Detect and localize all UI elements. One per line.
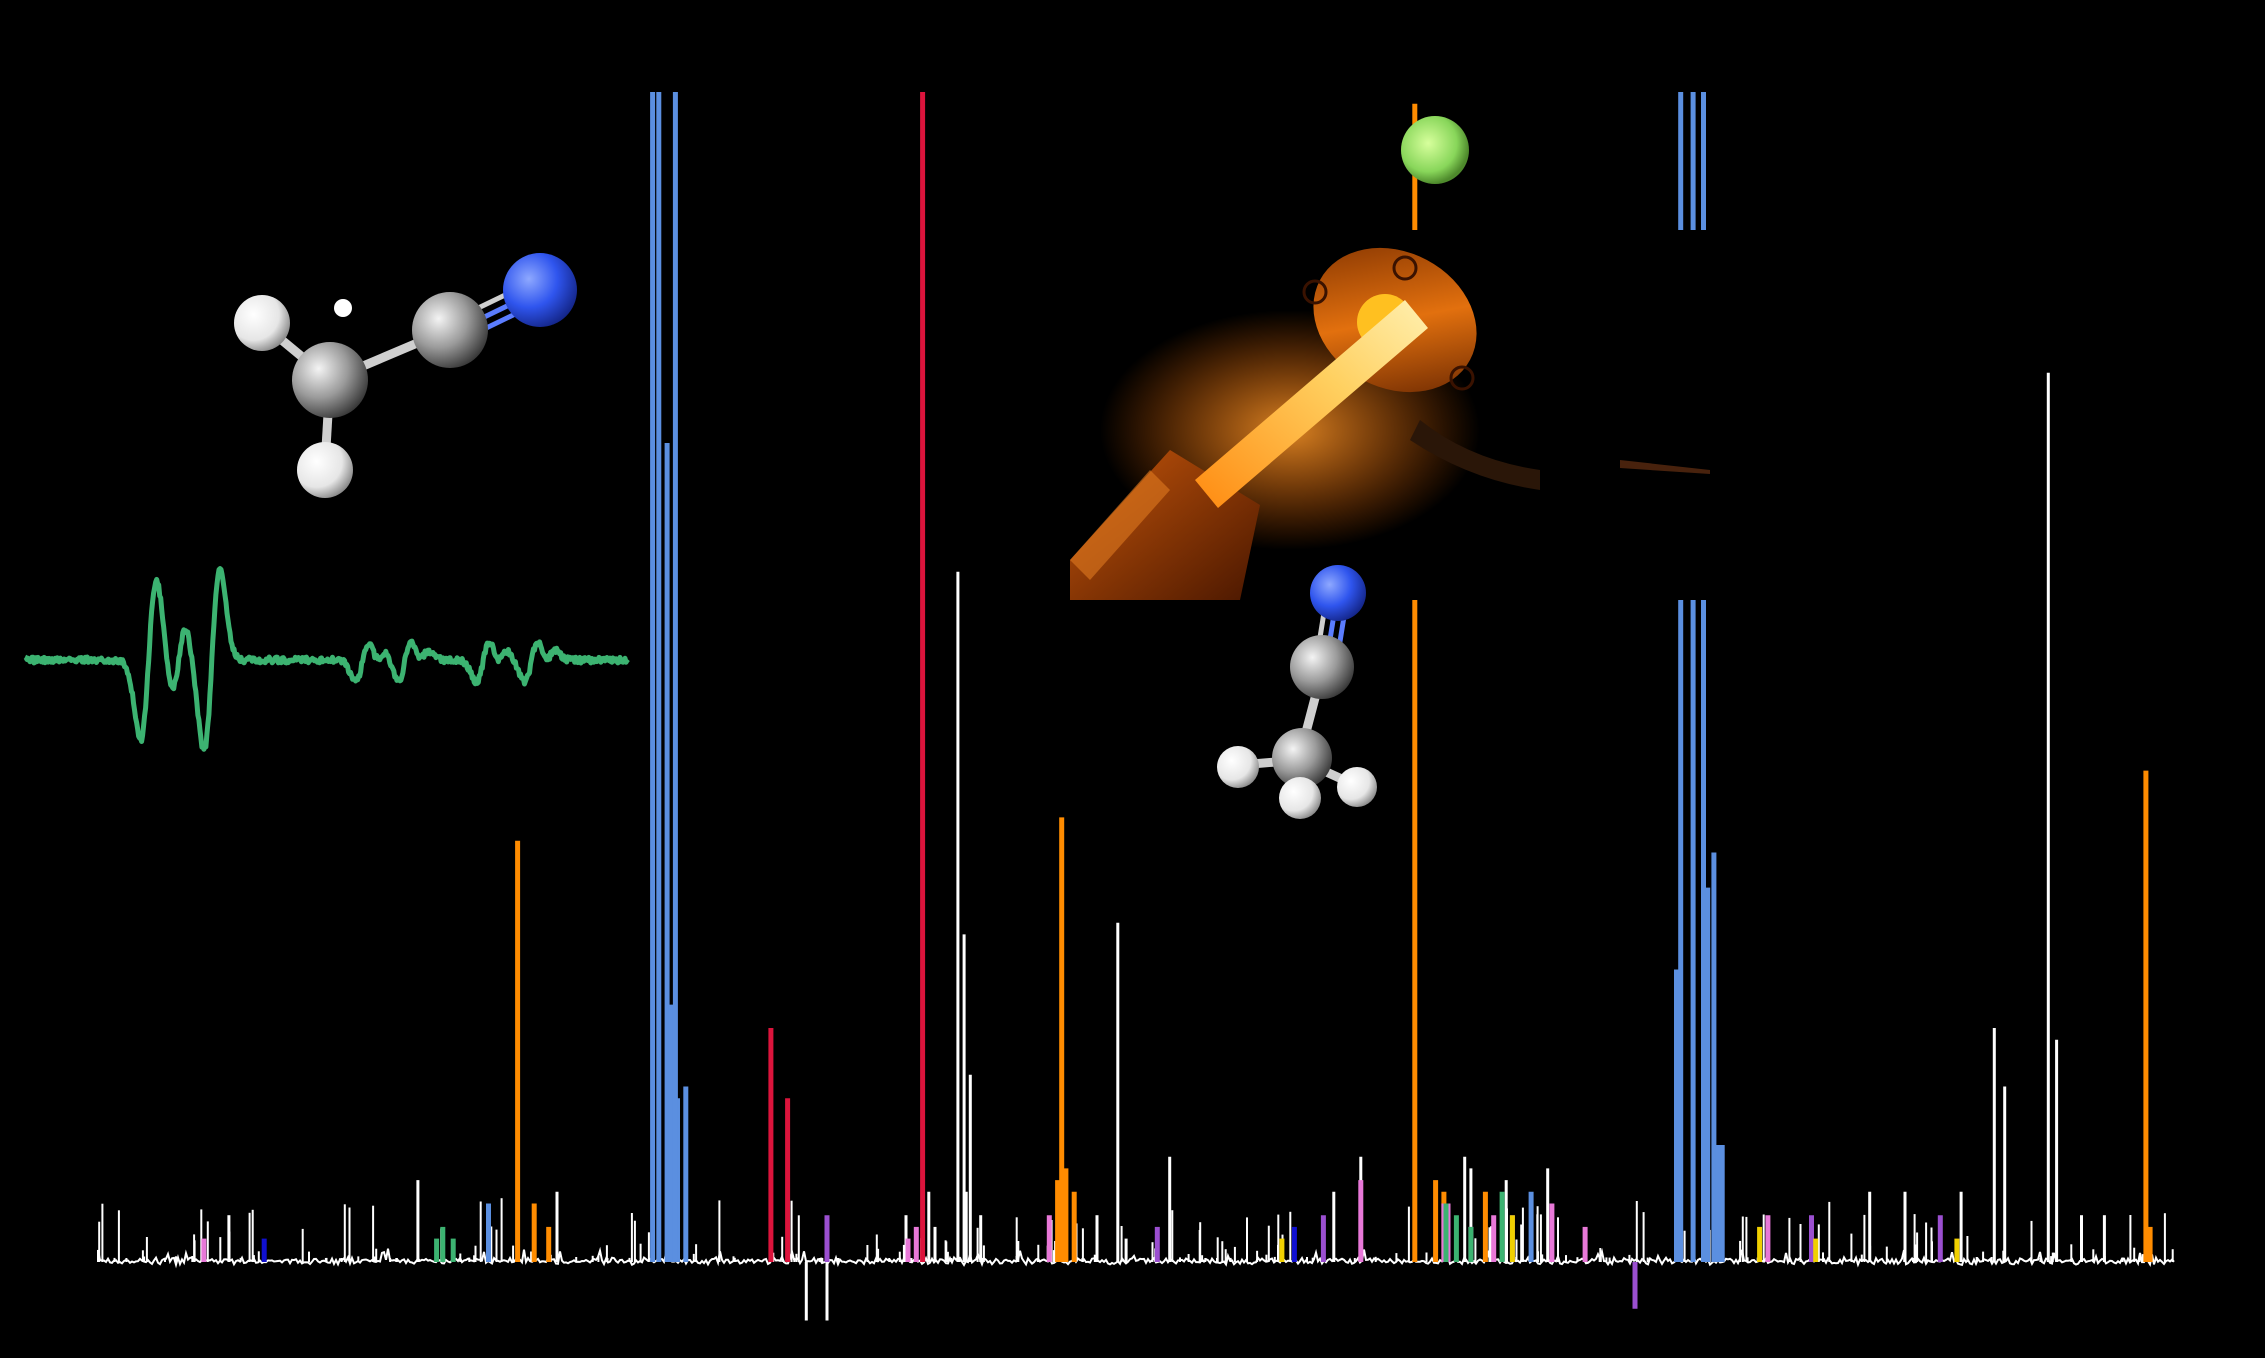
hydrogen-atom xyxy=(1337,767,1377,807)
series-white xyxy=(227,372,2106,1321)
hydrogen-atom xyxy=(297,442,353,498)
green-sphere xyxy=(1401,116,1469,184)
discharge-plasma xyxy=(1195,300,1428,508)
hydrogen-atom xyxy=(1279,777,1321,819)
epr-derivative-trace xyxy=(23,566,630,752)
spectral-lines xyxy=(201,92,2153,1321)
series-red xyxy=(768,92,926,1262)
series-green xyxy=(434,1191,1505,1262)
series-orange xyxy=(515,103,2153,1262)
series-yellow xyxy=(1279,1215,1960,1262)
cyanomethyl-radical-molecule xyxy=(234,253,577,498)
nitrogen-atom xyxy=(503,253,577,327)
carbon-atom xyxy=(412,292,488,368)
carbon-atom xyxy=(292,342,368,418)
unpaired-electron-dot xyxy=(334,299,352,317)
discharge-nozzle-photo xyxy=(1070,116,1710,600)
baseline-trace xyxy=(97,1246,2175,1269)
carbon-atom xyxy=(1272,728,1332,788)
hydrogen-atom xyxy=(234,295,290,351)
carbon-atom xyxy=(1290,635,1354,699)
baseline-noise xyxy=(97,1198,2175,1269)
hydrogen-atom xyxy=(1217,746,1259,788)
series-navy xyxy=(261,1226,1297,1262)
nitrogen-atom xyxy=(1310,565,1366,621)
acetonitrile-molecule xyxy=(1217,565,1377,819)
